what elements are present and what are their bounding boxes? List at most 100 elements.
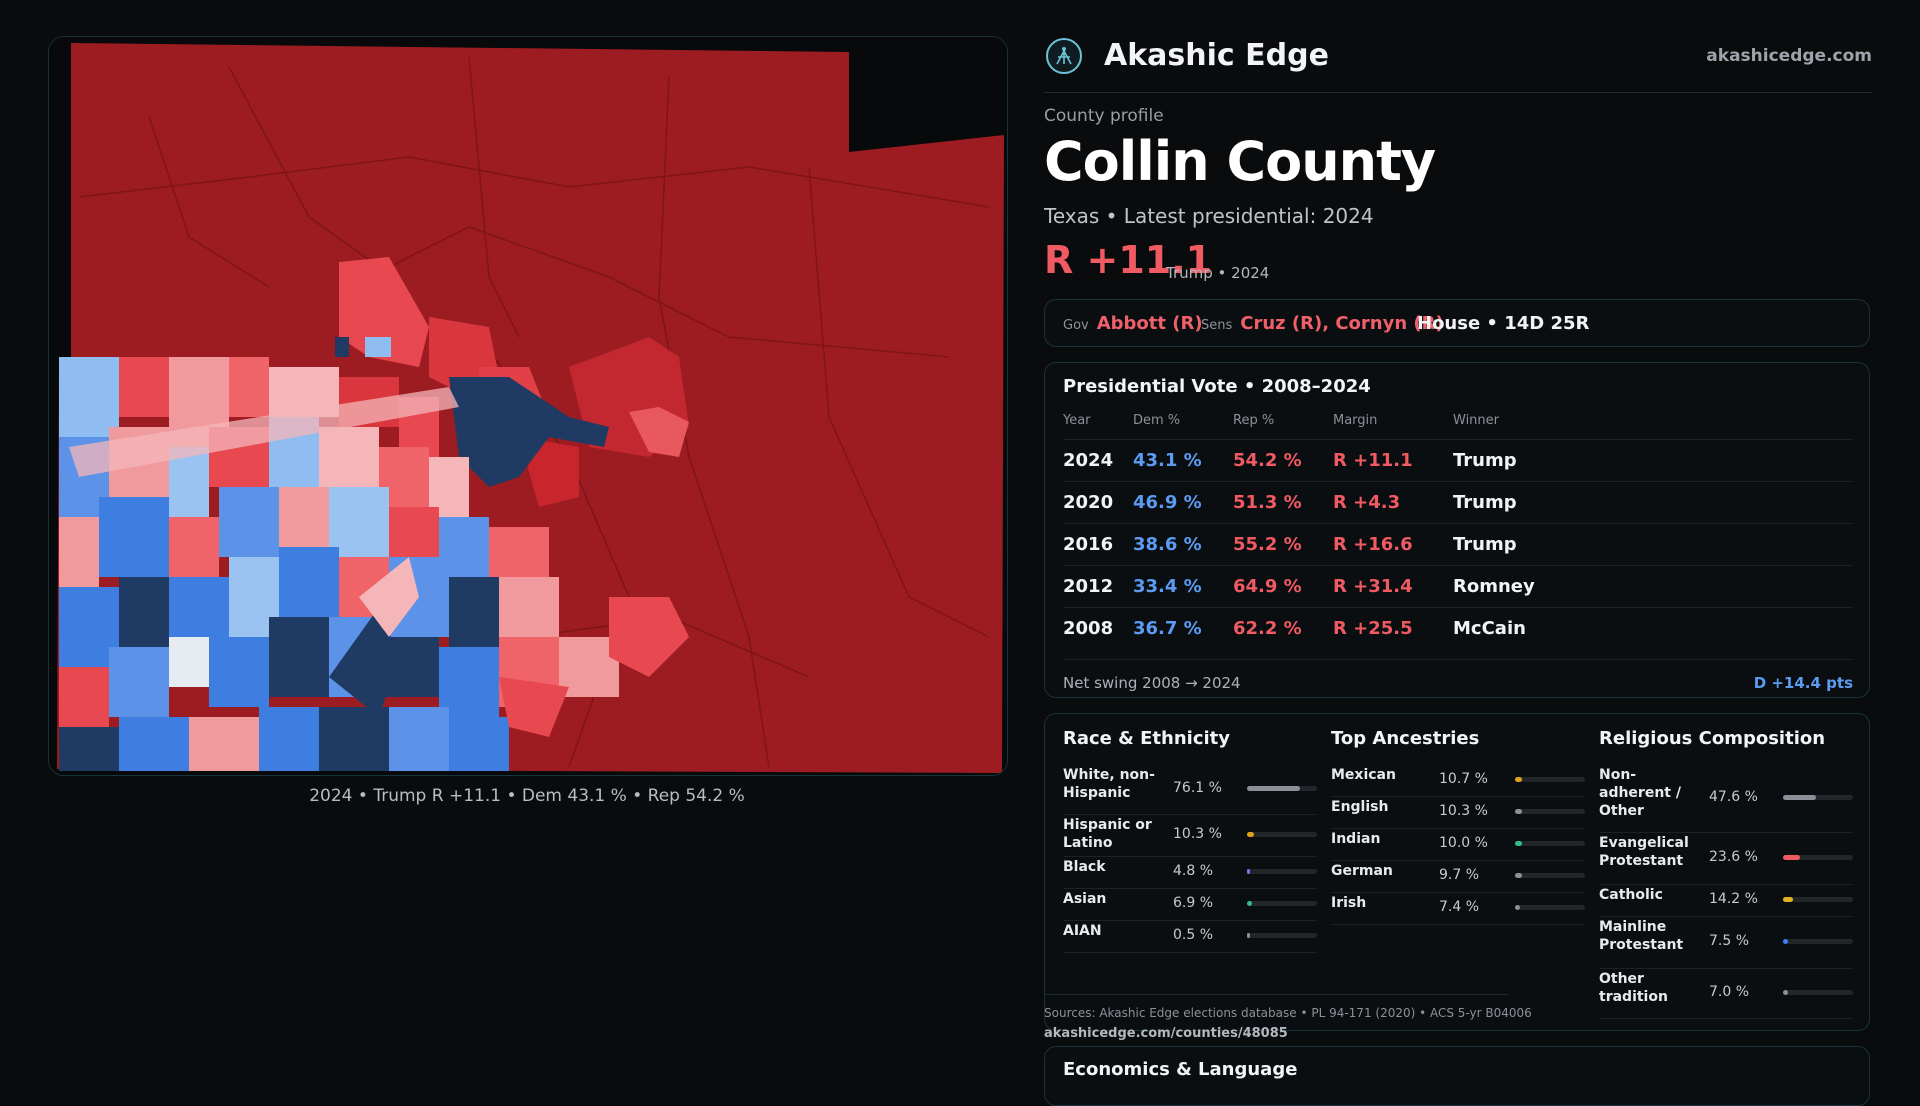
cell-dem: 43.1 %: [1133, 450, 1202, 471]
table-row[interactable]: 2020 46.9 % 51.3 % R +4.3 Trump: [1063, 481, 1853, 523]
demographic-value: 0.5 %: [1173, 927, 1214, 943]
demographic-label: Other tradition: [1599, 971, 1668, 1005]
header-dem: Dem %: [1133, 413, 1181, 428]
sources-divider: [1044, 994, 1508, 995]
precinct-map[interactable]: [48, 36, 1008, 776]
share-bar-fill: [1515, 777, 1522, 782]
demographic-row: Other tradition 7.0 %: [1599, 968, 1853, 1019]
demographic-value: 9.7 %: [1439, 867, 1480, 883]
officials-card: Gov Abbott (R) Sens Cruz (R), Cornyn (R) H…: [1044, 299, 1870, 347]
sens-value[interactable]: Cruz (R), Cornyn (R): [1240, 313, 1444, 334]
demographic-row: White, non-Hispanic 76.1 %: [1063, 764, 1317, 815]
demographic-row: Mainline Protestant 7.5 %: [1599, 916, 1853, 969]
race-title: Race & Ethnicity: [1063, 728, 1230, 749]
governor: Gov Abbott (R): [1063, 313, 1203, 334]
header: Akashic Edge akashicedge.com: [1044, 36, 1872, 93]
sources-url[interactable]: akashicedge.com/counties/48085: [1044, 1026, 1288, 1041]
share-bar: [1247, 869, 1317, 874]
share-bar-fill: [1783, 990, 1788, 995]
demographic-value: 10.7 %: [1439, 771, 1488, 787]
cell-margin: R +11.1: [1333, 450, 1413, 471]
demographic-label: White, non-Hispanic: [1063, 767, 1155, 801]
economics-title: Economics & Language: [1063, 1059, 1298, 1080]
header-rep: Rep %: [1233, 413, 1275, 428]
table-row[interactable]: 2024 43.1 % 54.2 % R +11.1 Trump: [1063, 439, 1853, 481]
share-bar: [1515, 873, 1585, 878]
demographic-value: 7.5 %: [1709, 933, 1750, 949]
gov-label: Gov: [1063, 318, 1089, 333]
demographic-value: 47.6 %: [1709, 789, 1758, 805]
demographic-row: Black 4.8 %: [1063, 856, 1317, 889]
economics-card: Economics & Language: [1044, 1046, 1870, 1106]
cell-margin: R +4.3: [1333, 492, 1401, 513]
brand-name: Akashic Edge: [1104, 38, 1329, 73]
demographic-row: Catholic 14.2 %: [1599, 884, 1853, 917]
cell-dem: 33.4 %: [1133, 576, 1202, 597]
table-row[interactable]: 2008 36.7 % 62.2 % R +25.5 McCain: [1063, 607, 1853, 649]
demographic-label: German: [1331, 863, 1393, 879]
senators: Sens Cruz (R), Cornyn (R): [1201, 313, 1444, 334]
cell-margin: R +31.4: [1333, 576, 1413, 597]
demographic-row: Non-adherent / Other 47.6 %: [1599, 764, 1853, 833]
cell-rep: 62.2 %: [1233, 618, 1302, 639]
share-bar: [1783, 897, 1853, 902]
table-row[interactable]: 2012 33.4 % 64.9 % R +31.4 Romney: [1063, 565, 1853, 607]
cell-rep: 54.2 %: [1233, 450, 1302, 471]
cell-dem: 46.9 %: [1133, 492, 1202, 513]
cell-year: 2008: [1063, 618, 1114, 639]
share-bar: [1515, 841, 1585, 846]
demographic-row: Indian 10.0 %: [1331, 828, 1585, 861]
demographic-row: Hispanic or Latino 10.3 %: [1063, 814, 1317, 857]
swing-label: Net swing 2008 → 2024: [1063, 674, 1241, 692]
cell-winner: McCain: [1453, 618, 1526, 639]
share-bar-fill: [1515, 905, 1520, 910]
demographic-label: Asian: [1063, 891, 1107, 907]
sources-text: Sources: Akashic Edge elections database…: [1044, 1006, 1532, 1020]
swing-value: D +14.4 pts: [1753, 674, 1853, 692]
cell-rep: 51.3 %: [1233, 492, 1302, 513]
demographic-label: Non-adherent / Other: [1599, 767, 1681, 819]
header-winner: Winner: [1453, 413, 1500, 428]
demographic-label: Mexican: [1331, 767, 1396, 783]
demographics-card: Race & Ethnicity White, non-Hispanic 76.1…: [1044, 713, 1870, 1031]
ancestry-title: Top Ancestries: [1331, 728, 1480, 749]
precinct-map-canvas[interactable]: [49, 37, 1007, 775]
header-year: Year: [1063, 413, 1091, 428]
cell-rep: 64.9 %: [1233, 576, 1302, 597]
demographic-label: Irish: [1331, 895, 1367, 911]
map-caption: 2024 • Trump R +11.1 • Dem 43.1 % • Rep …: [309, 786, 745, 806]
demographic-value: 7.4 %: [1439, 899, 1480, 915]
demographic-value: 10.0 %: [1439, 835, 1488, 851]
cell-year: 2024: [1063, 450, 1114, 471]
net-swing: Net swing 2008 → 2024 D +14.4 pts: [1063, 659, 1853, 694]
demographic-row: Asian 6.9 %: [1063, 888, 1317, 921]
share-bar-fill: [1247, 832, 1254, 837]
cell-dem: 38.6 %: [1133, 534, 1202, 555]
demographic-value: 23.6 %: [1709, 849, 1758, 865]
cell-year: 2016: [1063, 534, 1114, 555]
demographic-value: 14.2 %: [1709, 891, 1758, 907]
demographic-row: English 10.3 %: [1331, 796, 1585, 829]
demographic-value: 6.9 %: [1173, 895, 1214, 911]
sens-label: Sens: [1201, 318, 1233, 333]
share-bar: [1247, 832, 1317, 837]
site-link[interactable]: akashicedge.com: [1706, 46, 1872, 66]
gov-value[interactable]: Abbott (R): [1096, 313, 1203, 334]
demographic-label: Indian: [1331, 831, 1381, 847]
table-row[interactable]: 2016 38.6 % 55.2 % R +16.6 Trump: [1063, 523, 1853, 565]
demographic-label: Evangelical Protestant: [1599, 835, 1689, 869]
share-bar: [1783, 855, 1853, 860]
profile-label: County profile: [1044, 106, 1164, 126]
cell-winner: Trump: [1453, 534, 1517, 555]
share-bar-fill: [1247, 901, 1252, 906]
akashic-edge-logo-icon[interactable]: [1046, 38, 1082, 74]
cell-margin: R +16.6: [1333, 534, 1413, 555]
county-subtitle: Texas • Latest presidential: 2024: [1044, 204, 1374, 228]
house-value: House • 14D 25R: [1417, 313, 1590, 334]
demographic-label: Mainline Protestant: [1599, 919, 1684, 953]
demographic-row: Mexican 10.7 %: [1331, 764, 1585, 797]
share-bar-fill: [1515, 841, 1522, 846]
share-bar: [1515, 809, 1585, 814]
share-bar-fill: [1783, 855, 1800, 860]
share-bar: [1247, 901, 1317, 906]
